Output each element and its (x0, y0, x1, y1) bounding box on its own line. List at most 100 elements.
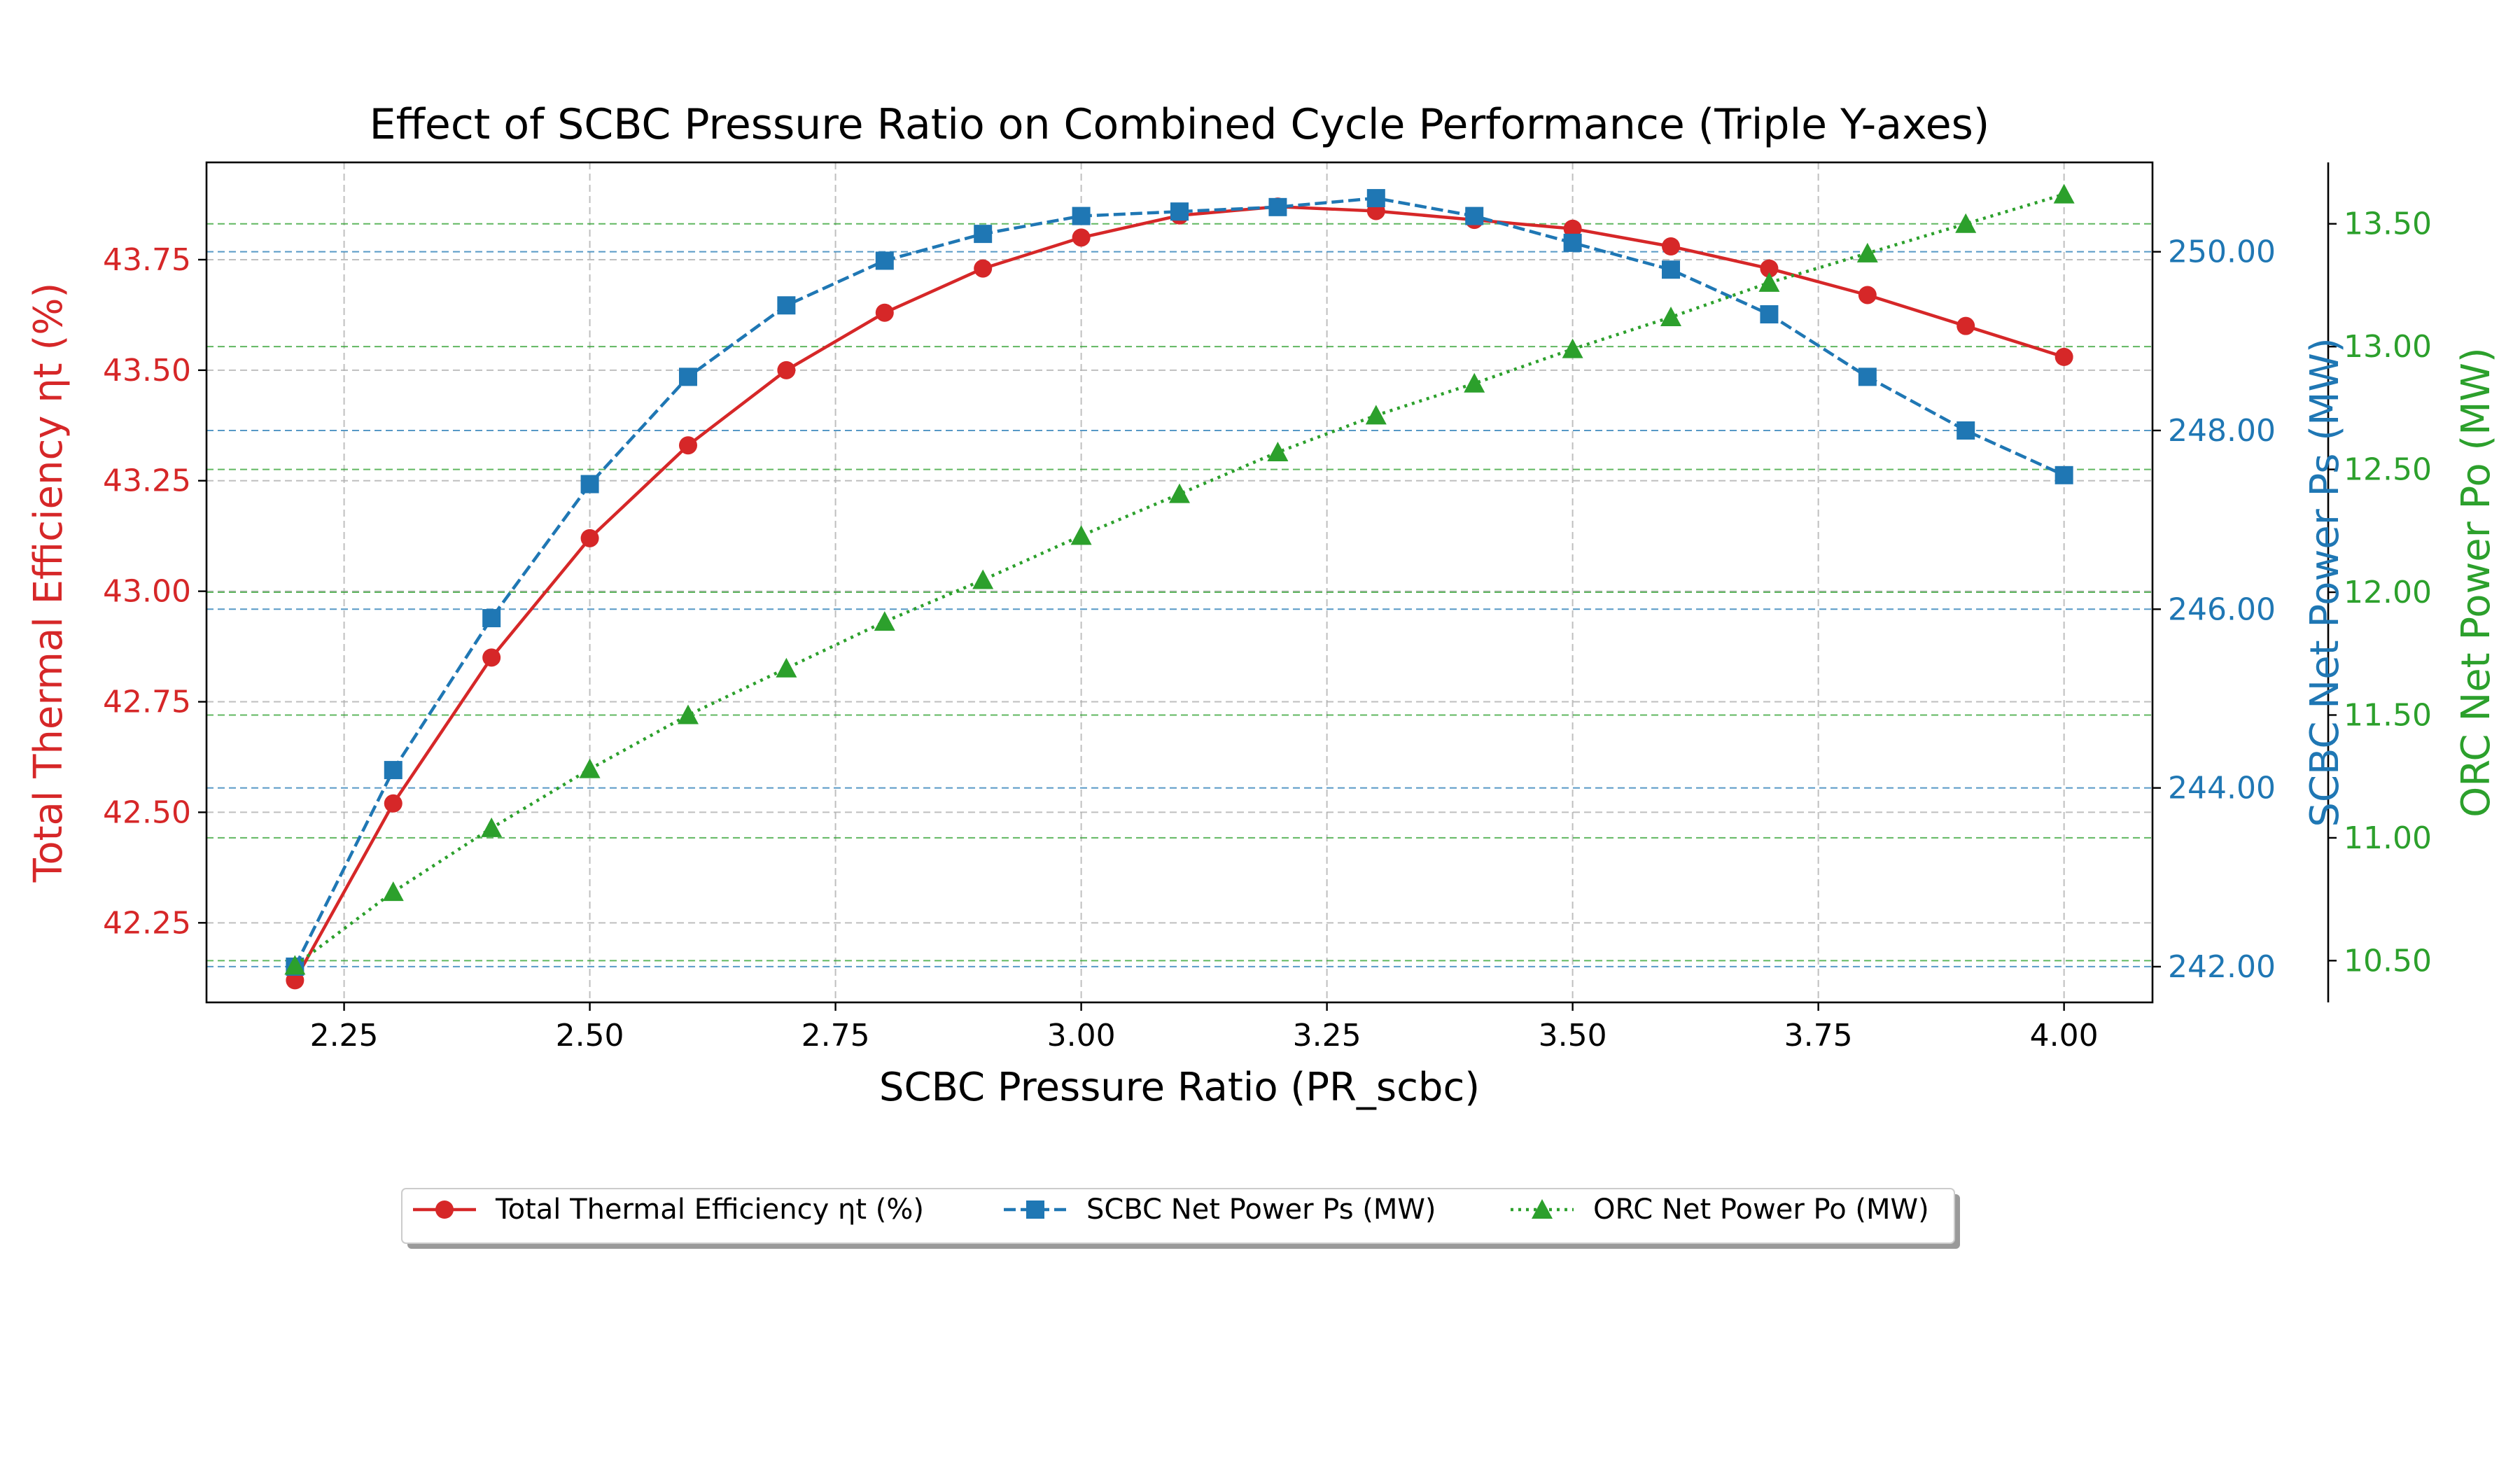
x-tick-label: 3.25 (1293, 1018, 1362, 1054)
y1-tick-label: 42.25 (103, 905, 191, 941)
y3-tick-label: 13.50 (2344, 206, 2432, 242)
data-point-y2 (678, 368, 697, 386)
data-point-y3 (284, 955, 306, 975)
legend-item-orc-power: ORC Net Power Po (MW) (1511, 1194, 1929, 1226)
series-layer (284, 183, 2075, 990)
data-point-y3 (579, 758, 601, 778)
data-point-y3 (382, 881, 404, 902)
data-point-y2 (1072, 206, 1091, 225)
data-point-y2 (384, 761, 402, 780)
data-point-y1 (1563, 219, 1582, 238)
data-point-y3 (972, 569, 994, 589)
y3-tick-label: 12.00 (2344, 575, 2432, 610)
y1-tick-label: 42.75 (103, 685, 191, 720)
data-point-y2 (1366, 189, 1385, 208)
y3-tick-label: 12.50 (2344, 452, 2432, 488)
y2-tick-label: 250.00 (2168, 234, 2276, 270)
legend-label-orc-power: ORC Net Power Po (MW) (1593, 1194, 1929, 1226)
data-point-y1 (1956, 316, 1975, 335)
data-point-y2 (974, 225, 993, 244)
data-point-y3 (1660, 307, 1682, 327)
y3-tick-label: 10.50 (2344, 943, 2432, 979)
y2-tick-label: 244.00 (2168, 771, 2276, 806)
data-point-y1 (777, 360, 796, 379)
data-point-y2 (1662, 260, 1681, 279)
data-point-y2 (1465, 206, 1484, 225)
data-point-y2 (1858, 368, 1877, 386)
data-point-y3 (2053, 183, 2075, 204)
data-point-y3 (1955, 213, 1977, 233)
data-point-y3 (1856, 242, 1878, 262)
data-point-y2 (482, 609, 501, 628)
data-point-y3 (1070, 525, 1092, 545)
data-point-y3 (677, 704, 699, 724)
data-point-y3 (1365, 405, 1387, 425)
data-point-y2 (1268, 197, 1287, 216)
x-tick-label: 2.75 (802, 1018, 870, 1054)
y3-axis-label: ORC Net Power Po (MW) (2454, 347, 2499, 818)
legend-label-efficiency: Total Thermal Efficiency ηt (%) (495, 1194, 924, 1226)
data-point-y2 (580, 475, 599, 493)
data-point-y1 (1662, 237, 1681, 255)
y1-tick-label: 42.50 (103, 794, 191, 830)
data-point-y3 (874, 611, 895, 631)
legend: Total Thermal Efficiency ηt (%) SCBC Net… (401, 1188, 1960, 1249)
data-point-y2 (1170, 202, 1189, 221)
x-tick-label: 4.00 (2030, 1018, 2099, 1054)
chart-title: Effect of SCBC Pressure Ratio on Combine… (370, 100, 1990, 149)
data-point-y1 (1072, 228, 1091, 247)
ticks-layer: 2.25 2.50 2.75 3.00 3.25 3.50 3.75 4.00 42.25 42.… (103, 206, 2432, 1054)
data-point-y3 (1464, 372, 1485, 393)
x-tick-label: 3.75 (1784, 1018, 1853, 1054)
data-point-y2 (1563, 233, 1582, 252)
data-point-y2 (777, 296, 796, 315)
x-axis-label: SCBC Pressure Ratio (PR_scbc) (879, 1065, 1480, 1110)
data-point-y3 (1562, 338, 1583, 358)
legend-item-efficiency: Total Thermal Efficiency ηt (%) (413, 1194, 924, 1226)
y3-tick-label: 11.00 (2344, 820, 2432, 856)
y1-tick-label: 43.25 (103, 463, 191, 499)
plot-frame (205, 161, 2154, 1004)
y2-tick-label: 248.00 (2168, 413, 2276, 449)
y2-tick-label: 246.00 (2168, 592, 2276, 627)
data-point-y1 (2054, 347, 2073, 366)
x-tick-label: 3.00 (1047, 1018, 1116, 1054)
data-point-y1 (875, 303, 894, 322)
y1-tick-label: 43.50 (103, 353, 191, 388)
y1-tick-label: 43.00 (103, 574, 191, 610)
data-point-y3 (1758, 272, 1780, 292)
data-point-y1 (580, 528, 599, 547)
data-point-y3 (1267, 442, 1289, 462)
data-point-y1 (974, 259, 993, 278)
data-point-y2 (2054, 465, 2073, 484)
y1-axis-label: Total Thermal Efficiency ηt (%) (26, 283, 71, 883)
x-tick-label: 3.50 (1539, 1018, 1607, 1054)
data-point-y1 (384, 794, 402, 813)
legend-swatch-orc-marker (1532, 1199, 1553, 1219)
x-tick-label: 2.25 (310, 1018, 379, 1054)
data-point-y3 (481, 817, 503, 837)
data-point-y2 (1760, 305, 1779, 324)
legend-box (401, 1188, 1955, 1244)
data-point-y1 (1760, 259, 1779, 278)
y2-axis-label: SCBC Net Power Ps (MW) (2302, 337, 2348, 827)
y2-tick-label: 242.00 (2168, 949, 2276, 985)
data-point-y1 (1858, 286, 1877, 304)
data-point-y2 (875, 251, 894, 270)
data-point-y1 (678, 436, 697, 455)
y3-tick-label: 13.00 (2344, 329, 2432, 365)
legend-swatch-efficiency-marker (435, 1200, 454, 1219)
data-point-y1 (482, 648, 501, 667)
data-point-y3 (776, 657, 797, 678)
grid-layer (206, 162, 2152, 1002)
legend-swatch-scbc-marker (1026, 1200, 1044, 1219)
x-tick-label: 2.50 (556, 1018, 624, 1054)
legend-item-scbc-power: SCBC Net Power Ps (MW) (1004, 1194, 1436, 1226)
y1-tick-label: 43.75 (103, 242, 191, 278)
data-point-y3 (1169, 483, 1190, 503)
legend-label-scbc-power: SCBC Net Power Ps (MW) (1086, 1194, 1436, 1226)
data-point-y2 (1956, 421, 1975, 440)
y3-tick-label: 11.50 (2344, 697, 2432, 733)
